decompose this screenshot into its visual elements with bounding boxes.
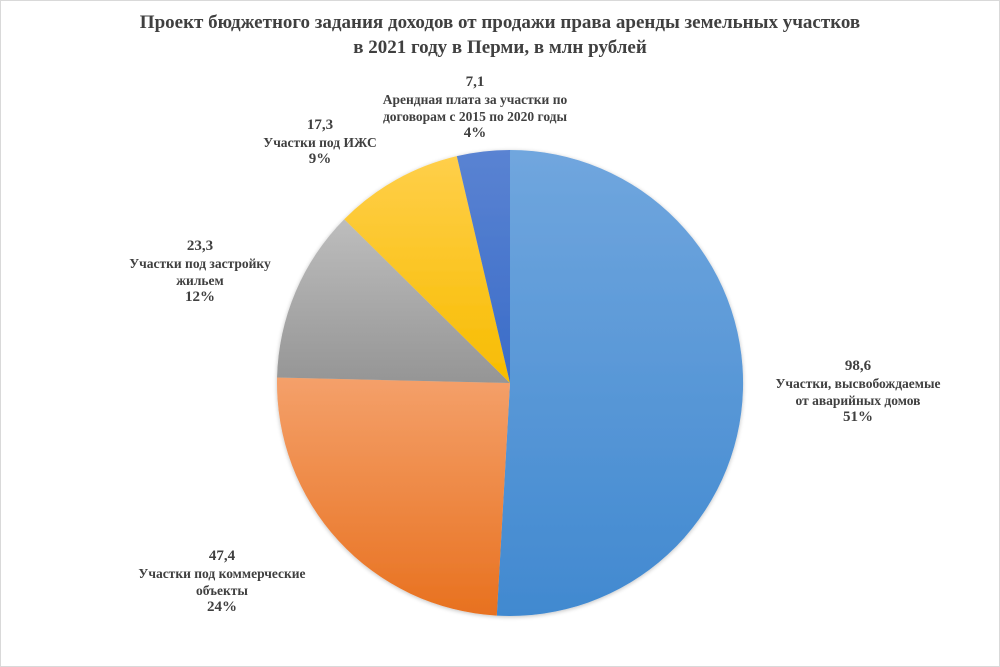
- label-name-line-2: жильем: [176, 273, 224, 288]
- pie-slice-rent-2015-2020[interactable]: [456, 150, 510, 383]
- label-name-line-1: Участки под ИЖС: [263, 135, 377, 150]
- label-value: 7,1: [465, 74, 485, 90]
- data-label-commercial: 47,4 Участки под коммерческие объекты 24…: [112, 547, 332, 616]
- chart-title-line-2: в 2021 году в Перми, в млн рублей: [353, 37, 647, 58]
- chart-title: Проект бюджетного задания доходов от про…: [0, 10, 1000, 60]
- pie-slice-commercial[interactable]: [276, 377, 510, 616]
- pie-slice-izhs[interactable]: [344, 156, 510, 383]
- data-label-rent-2015-2020: 7,1 Арендная плата за участки по договор…: [355, 73, 595, 142]
- pie-slice-housing-construction[interactable]: [277, 219, 510, 383]
- chart-title-line-1: Проект бюджетного задания доходов от про…: [139, 12, 861, 33]
- label-name-line-2: от аварийных домов: [795, 393, 921, 408]
- label-value: 47,4: [208, 548, 236, 564]
- label-name-line-2: объекты: [196, 583, 248, 598]
- label-percent: 51%: [843, 409, 873, 425]
- data-label-izhs: 17,3 Участки под ИЖС 9%: [230, 116, 410, 168]
- label-name-line-2: договорам с 2015 по 2020 годы: [382, 109, 568, 124]
- label-percent: 12%: [185, 289, 215, 305]
- label-name-line-1: Участки под застройку: [129, 256, 271, 271]
- data-label-housing-construction: 23,3 Участки под застройку жильем 12%: [100, 237, 300, 306]
- pie-slice-emergency-housing[interactable]: [496, 150, 744, 616]
- label-name-line-1: Участки под коммерческие: [138, 566, 306, 581]
- label-value: 17,3: [306, 117, 334, 133]
- label-percent: 24%: [207, 599, 237, 615]
- label-percent: 4%: [463, 125, 487, 141]
- label-value: 23,3: [186, 238, 214, 254]
- label-value: 98,6: [844, 358, 872, 374]
- label-name-line-1: Участки, высвобождаемые: [775, 376, 941, 391]
- data-label-emergency-housing: 98,6 Участки, высвобождаемые от аварийны…: [748, 357, 968, 426]
- label-name-line-1: Арендная плата за участки по: [382, 92, 568, 107]
- label-percent: 9%: [308, 151, 332, 167]
